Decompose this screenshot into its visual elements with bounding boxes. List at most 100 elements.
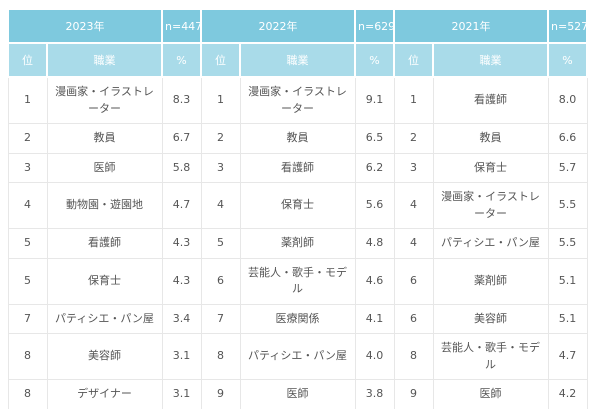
- cell-pct: 8.3: [161, 76, 202, 124]
- cell-rank: 5: [7, 228, 48, 259]
- table-row: 5 保育士 4.3 6 芸能人・歌手・モデル 4.6 6 薬剤師 5.1: [7, 257, 588, 305]
- cell-rank: 8: [7, 333, 48, 380]
- table-row: 8 デザイナー 3.1 9 医師 3.8 9 医師 4.2: [7, 379, 588, 409]
- cell-rank: 6: [200, 257, 241, 305]
- cell-rank: 8: [200, 333, 241, 380]
- cell-pct: 4.2: [547, 379, 588, 409]
- pct-column-header: %: [161, 42, 202, 78]
- rank-column-header: 位: [7, 42, 48, 78]
- cell-job: デザイナー: [46, 379, 163, 409]
- sample-size-2022: n=629: [354, 8, 395, 44]
- cell-job: 保育士: [432, 152, 549, 183]
- cell-rank: 5: [7, 257, 48, 305]
- table-row: 2 教員 6.7 2 教員 6.5 2 教員 6.6: [7, 123, 588, 154]
- column-header-row: 位 職業 % 位 職業 % 位 職業 %: [7, 42, 588, 78]
- cell-pct: 6.2: [354, 152, 395, 183]
- cell-rank: 2: [393, 123, 434, 154]
- rank-column-header: 位: [393, 42, 434, 78]
- cell-pct: 3.1: [161, 379, 202, 409]
- cell-job: パティシエ・パン屋: [46, 303, 163, 334]
- cell-rank: 3: [7, 152, 48, 183]
- cell-rank: 4: [393, 182, 434, 229]
- table-row: 7 パティシエ・パン屋 3.4 7 医療関係 4.1 6 美容師 5.1: [7, 303, 588, 334]
- cell-rank: 1: [393, 76, 434, 124]
- year-header-2023: 2023年: [7, 8, 163, 44]
- cell-pct: 5.6: [354, 182, 395, 229]
- cell-pct: 6.5: [354, 123, 395, 154]
- cell-rank: 7: [200, 303, 241, 334]
- cell-rank: 2: [7, 123, 48, 154]
- cell-job: 美容師: [432, 303, 549, 334]
- cell-job: 保育士: [46, 257, 163, 305]
- cell-rank: 2: [200, 123, 241, 154]
- cell-rank: 8: [393, 333, 434, 380]
- cell-job: 漫画家・イラストレーター: [239, 76, 356, 124]
- cell-pct: 5.8: [161, 152, 202, 183]
- table-row: 5 看護師 4.3 5 薬剤師 4.8 4 パティシエ・パン屋 5.5: [7, 228, 588, 259]
- cell-pct: 5.1: [547, 303, 588, 334]
- cell-job: 漫画家・イラストレーター: [46, 76, 163, 124]
- cell-rank: 6: [393, 257, 434, 305]
- cell-pct: 5.7: [547, 152, 588, 183]
- cell-pct: 8.0: [547, 76, 588, 124]
- table-body: 1 漫画家・イラストレーター 8.3 1 漫画家・イラストレーター 9.1 1 看護師 8.0 2…: [7, 76, 588, 409]
- year-header-row: 2023年 n=447 2022年 n=629 2021年 n=527: [7, 8, 588, 44]
- cell-rank: 9: [200, 379, 241, 409]
- cell-job: 動物園・遊園地: [46, 182, 163, 229]
- cell-pct: 6.6: [547, 123, 588, 154]
- table-row: 3 医師 5.8 3 看護師 6.2 3 保育士 5.7: [7, 152, 588, 183]
- cell-job: 薬剤師: [432, 257, 549, 305]
- cell-pct: 9.1: [354, 76, 395, 124]
- cell-rank: 4: [393, 228, 434, 259]
- cell-rank: 3: [200, 152, 241, 183]
- cell-job: 芸能人・歌手・モデル: [432, 333, 549, 380]
- cell-pct: 3.1: [161, 333, 202, 380]
- cell-job: 看護師: [46, 228, 163, 259]
- table-row: 1 漫画家・イラストレーター 8.3 1 漫画家・イラストレーター 9.1 1 看護師 8.0: [7, 76, 588, 124]
- cell-rank: 4: [7, 182, 48, 229]
- pct-column-header: %: [547, 42, 588, 78]
- cell-pct: 4.3: [161, 228, 202, 259]
- cell-rank: 1: [200, 76, 241, 124]
- ranking-table: 2023年 n=447 2022年 n=629 2021年 n=527 位 職業…: [7, 8, 588, 409]
- table-row: 8 美容師 3.1 8 パティシエ・パン屋 4.0 8 芸能人・歌手・モデル 4.7: [7, 333, 588, 380]
- cell-job: 教員: [239, 123, 356, 154]
- cell-rank: 4: [200, 182, 241, 229]
- cell-job: 漫画家・イラストレーター: [432, 182, 549, 229]
- cell-job: パティシエ・パン屋: [239, 333, 356, 380]
- rank-column-header: 位: [200, 42, 241, 78]
- cell-rank: 6: [393, 303, 434, 334]
- cell-pct: 6.7: [161, 123, 202, 154]
- cell-job: 看護師: [239, 152, 356, 183]
- cell-pct: 4.0: [354, 333, 395, 380]
- cell-rank: 5: [200, 228, 241, 259]
- year-header-2021: 2021年: [393, 8, 549, 44]
- cell-rank: 8: [7, 379, 48, 409]
- cell-rank: 9: [393, 379, 434, 409]
- cell-rank: 7: [7, 303, 48, 334]
- cell-pct: 3.8: [354, 379, 395, 409]
- cell-job: 教員: [432, 123, 549, 154]
- cell-pct: 5.5: [547, 182, 588, 229]
- cell-job: パティシエ・パン屋: [432, 228, 549, 259]
- cell-pct: 3.4: [161, 303, 202, 334]
- cell-job: 保育士: [239, 182, 356, 229]
- pct-column-header: %: [354, 42, 395, 78]
- sample-size-2023: n=447: [161, 8, 202, 44]
- cell-pct: 4.1: [354, 303, 395, 334]
- job-column-header: 職業: [46, 42, 163, 78]
- job-column-header: 職業: [239, 42, 356, 78]
- cell-job: 医師: [432, 379, 549, 409]
- cell-pct: 5.5: [547, 228, 588, 259]
- job-column-header: 職業: [432, 42, 549, 78]
- cell-pct: 4.6: [354, 257, 395, 305]
- year-header-2022: 2022年: [200, 8, 356, 44]
- cell-pct: 5.1: [547, 257, 588, 305]
- sample-size-2021: n=527: [547, 8, 588, 44]
- cell-job: 看護師: [432, 76, 549, 124]
- cell-pct: 4.7: [161, 182, 202, 229]
- cell-pct: 4.7: [547, 333, 588, 380]
- cell-job: 教員: [46, 123, 163, 154]
- cell-pct: 4.3: [161, 257, 202, 305]
